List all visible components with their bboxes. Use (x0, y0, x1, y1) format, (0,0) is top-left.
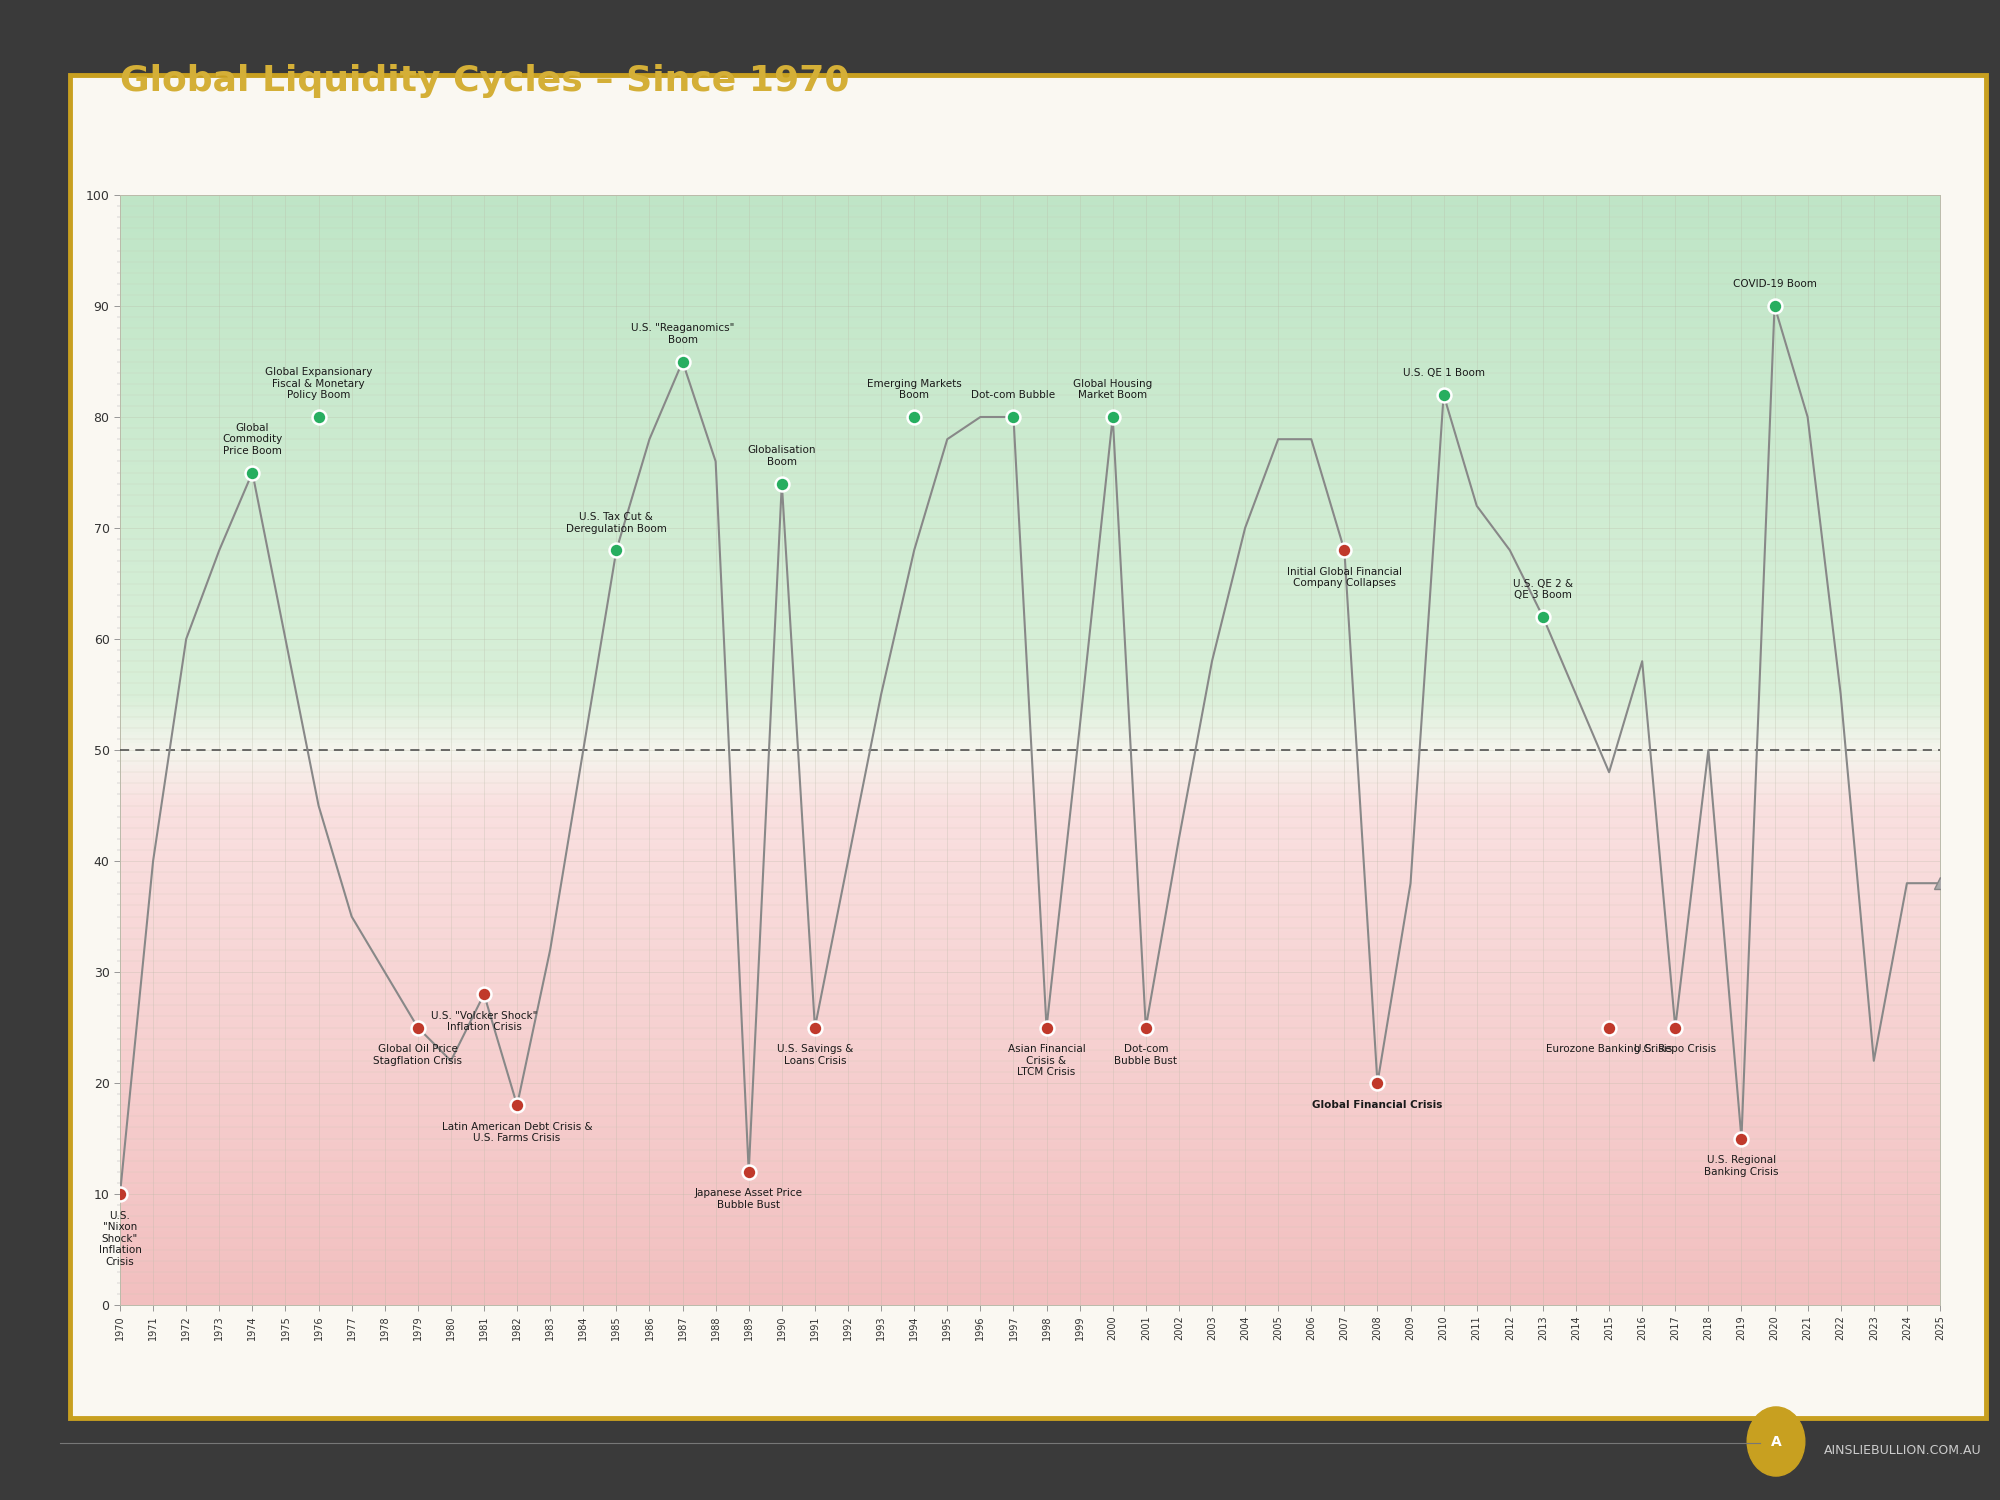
Text: U.S. QE 2 &
QE 3 Boom: U.S. QE 2 & QE 3 Boom (1512, 579, 1572, 600)
Text: Global
Commodity
Price Boom: Global Commodity Price Boom (222, 423, 282, 456)
Text: AINSLIEBULLION.COM.AU: AINSLIEBULLION.COM.AU (1824, 1444, 1982, 1456)
Text: Latin American Debt Crisis &
U.S. Farms Crisis: Latin American Debt Crisis & U.S. Farms … (442, 1122, 592, 1143)
Text: Dot-com
Bubble Bust: Dot-com Bubble Bust (1114, 1044, 1178, 1065)
Text: U.S. QE 1 Boom: U.S. QE 1 Boom (1402, 368, 1484, 378)
Text: Emerging Markets
Boom: Emerging Markets Boom (866, 380, 962, 400)
Text: A: A (1770, 1434, 1782, 1449)
Text: Asian Financial
Crisis &
LTCM Crisis: Asian Financial Crisis & LTCM Crisis (1008, 1044, 1086, 1077)
Text: U.S. Regional
Banking Crisis: U.S. Regional Banking Crisis (1704, 1155, 1778, 1176)
Text: Global Oil Price
Stagflation Crisis: Global Oil Price Stagflation Crisis (374, 1044, 462, 1065)
Text: U.S.
"Nixon
Shock"
Inflation
Crisis: U.S. "Nixon Shock" Inflation Crisis (98, 1210, 142, 1268)
Text: Globalisation
Boom: Globalisation Boom (748, 446, 816, 466)
Text: Dot-com Bubble: Dot-com Bubble (972, 390, 1056, 400)
Text: U.S. Tax Cut &
Deregulation Boom: U.S. Tax Cut & Deregulation Boom (566, 512, 666, 534)
Circle shape (1748, 1407, 1804, 1476)
Text: Japanese Asset Price
Bubble Bust: Japanese Asset Price Bubble Bust (694, 1188, 802, 1210)
Text: Global Housing
Market Boom: Global Housing Market Boom (1074, 380, 1152, 400)
Text: COVID-19 Boom: COVID-19 Boom (1732, 279, 1816, 290)
Text: U.S. Repo Crisis: U.S. Repo Crisis (1634, 1044, 1716, 1054)
Text: U.S. "Volcker Shock"
Inflation Crisis: U.S. "Volcker Shock" Inflation Crisis (430, 1011, 538, 1032)
Text: Eurozone Banking Crisis: Eurozone Banking Crisis (1546, 1044, 1672, 1054)
Text: Initial Global Financial
Company Collapses: Initial Global Financial Company Collaps… (1286, 567, 1402, 588)
Text: Global Financial Crisis: Global Financial Crisis (1312, 1100, 1442, 1110)
Text: U.S. Savings &
Loans Crisis: U.S. Savings & Loans Crisis (776, 1044, 854, 1065)
Text: Global Liquidity Cycles – Since 1970: Global Liquidity Cycles – Since 1970 (120, 63, 850, 98)
Text: Global Expansionary
Fiscal & Monetary
Policy Boom: Global Expansionary Fiscal & Monetary Po… (264, 368, 372, 400)
Text: U.S. "Reaganomics"
Boom: U.S. "Reaganomics" Boom (630, 324, 734, 345)
